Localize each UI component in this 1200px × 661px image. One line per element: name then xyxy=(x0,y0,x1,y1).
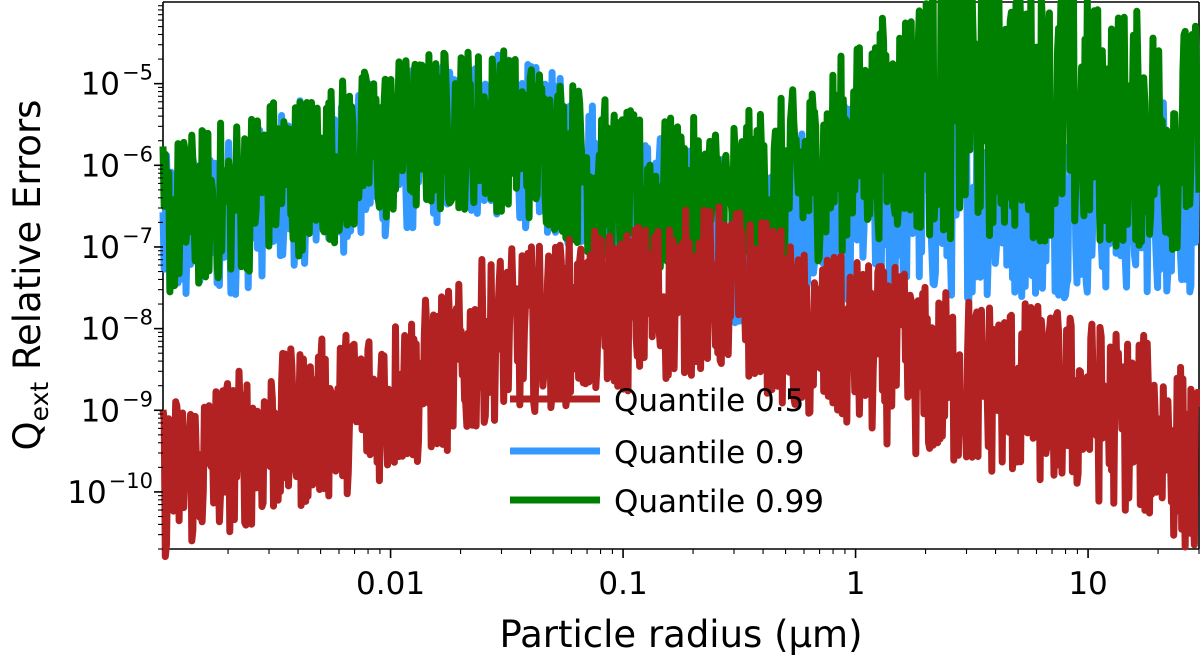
y-axis-title-subscript: ext xyxy=(25,382,54,422)
legend: Quantile 0.5 Quantile 0.9 Quantile 0.99 xyxy=(510,383,824,520)
series-line-quantile-099 xyxy=(159,0,1200,296)
x-tick-label: 10 xyxy=(1068,566,1107,602)
y-tick-exponent: −10 xyxy=(109,469,153,493)
y-axis-title-main: Q xyxy=(6,421,49,450)
legend-label-q09: Quantile 0.9 xyxy=(614,435,804,471)
legend-label-q099: Quantile 0.99 xyxy=(614,484,824,520)
y-tick-label: 10−8 xyxy=(81,306,153,348)
x-tick-label: 0.1 xyxy=(598,566,647,602)
y-tick-exponent: −8 xyxy=(122,306,153,330)
y-tick-label: 10−5 xyxy=(81,61,153,103)
y-axis-ticks: 10−10 10−9 10−8 10−7 10−6 10−5 xyxy=(67,5,163,550)
y-tick-exponent: −7 xyxy=(122,224,153,248)
y-tick-exponent: −6 xyxy=(122,142,153,166)
y-axis-title-rest: Relative Errors xyxy=(6,100,49,382)
y-tick-label: 10−6 xyxy=(81,142,153,184)
series-line-quantile-05 xyxy=(159,203,1200,561)
x-axis-title: Particle radius (μm) xyxy=(499,613,862,656)
y-tick-exponent: −5 xyxy=(122,61,153,85)
y-tick-label: 10−10 xyxy=(67,469,153,511)
y-tick-exponent: −9 xyxy=(122,387,153,411)
x-tick-label: 1 xyxy=(846,566,866,602)
y-tick-label: 10−9 xyxy=(81,387,153,429)
x-axis-ticks: 0.01 0.1 1 10 xyxy=(227,549,1200,602)
series-layer xyxy=(159,0,1200,561)
x-tick-label: 0.01 xyxy=(356,566,425,602)
legend-label-q05: Quantile 0.5 xyxy=(614,383,804,419)
y-tick-label: 10−7 xyxy=(81,224,153,266)
y-axis-title: Qext Relative Errors xyxy=(6,100,54,451)
